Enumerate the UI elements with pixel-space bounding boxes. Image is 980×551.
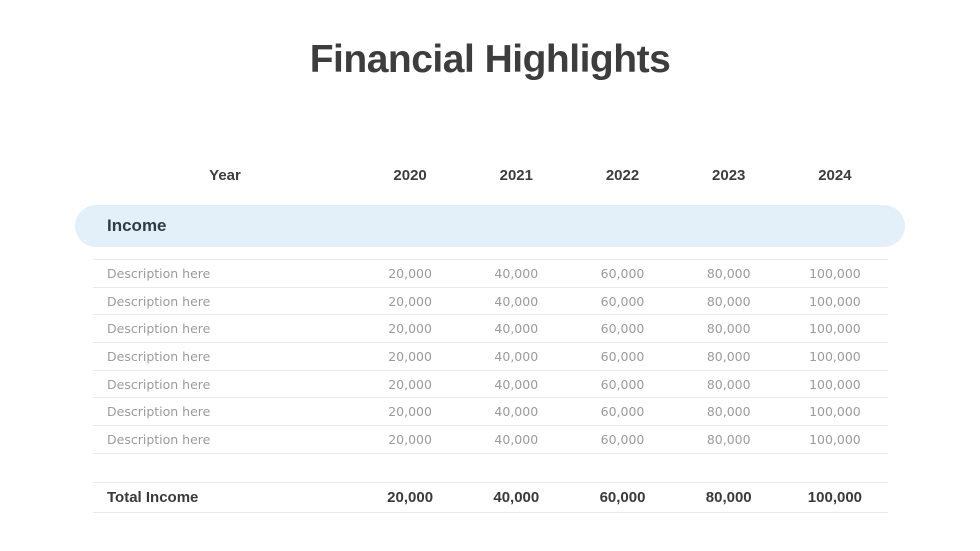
total-income-label: Total Income (107, 489, 199, 506)
table-body: Description here 20,000 40,000 60,000 80… (93, 259, 888, 454)
total-income-row: Total Income 20,000 40,000 60,000 80,000… (93, 482, 888, 513)
table-row: Description here 20,000 40,000 60,000 80… (93, 369, 888, 398)
row-value: 60,000 (600, 431, 645, 447)
row-description: Description here (107, 431, 211, 447)
row-value: 60,000 (600, 376, 645, 392)
row-value: 100,000 (809, 293, 861, 309)
row-value: 60,000 (600, 348, 645, 364)
row-value: 60,000 (600, 404, 645, 420)
row-value: 20,000 (388, 404, 432, 420)
total-value-2020: 20,000 (387, 489, 434, 506)
row-value: 20,000 (388, 265, 432, 281)
row-value: 40,000 (494, 293, 539, 309)
row-value: 100,000 (809, 404, 861, 420)
year-column-header: Year (209, 166, 241, 184)
row-value: 100,000 (809, 348, 861, 364)
row-value: 20,000 (388, 431, 432, 447)
table-row: Description here 20,000 40,000 60,000 80… (93, 259, 888, 287)
total-value-2023: 80,000 (705, 489, 752, 506)
row-value: 20,000 (388, 348, 432, 364)
row-value: 60,000 (600, 265, 645, 281)
row-value: 40,000 (494, 404, 539, 420)
row-description: Description here (107, 376, 211, 392)
row-description: Description here (107, 348, 211, 364)
row-description: Description here (107, 321, 211, 337)
row-value: 40,000 (494, 348, 539, 364)
table-header-row: Year 2020 2021 2022 2023 2024 (93, 160, 888, 190)
row-value: 80,000 (706, 431, 751, 447)
row-value: 40,000 (494, 431, 539, 447)
row-value: 100,000 (809, 321, 861, 337)
total-value-2022: 60,000 (599, 489, 646, 506)
income-section-label: Income (107, 216, 167, 235)
row-value: 80,000 (706, 404, 751, 420)
income-section-header: Income (75, 205, 905, 247)
total-value-2024: 100,000 (807, 489, 863, 506)
row-description: Description here (107, 404, 211, 420)
row-value: 20,000 (388, 293, 432, 309)
table-row: Description here 20,000 40,000 60,000 80… (93, 286, 888, 315)
row-value: 80,000 (706, 265, 751, 281)
row-value: 80,000 (706, 293, 751, 309)
row-value: 80,000 (706, 348, 751, 364)
row-value: 100,000 (809, 265, 861, 281)
table-row: Description here 20,000 40,000 60,000 80… (93, 425, 888, 453)
year-column-2023: 2023 (712, 166, 746, 184)
row-value: 80,000 (706, 376, 751, 392)
row-description: Description here (107, 265, 211, 281)
year-column-2024: 2024 (818, 166, 852, 184)
row-value: 20,000 (388, 321, 432, 337)
year-column-2020: 2020 (393, 166, 427, 184)
table-row: Description here 20,000 40,000 60,000 80… (93, 397, 888, 425)
table-row: Description here 20,000 40,000 60,000 80… (93, 314, 888, 342)
row-value: 60,000 (600, 293, 645, 309)
row-value: 60,000 (600, 321, 645, 337)
row-value: 100,000 (809, 431, 861, 447)
total-value-2021: 40,000 (493, 489, 540, 506)
row-description: Description here (107, 293, 211, 309)
row-value: 40,000 (494, 321, 539, 337)
table-row: Description here 20,000 40,000 60,000 80… (93, 342, 888, 370)
row-value: 100,000 (809, 376, 861, 392)
row-value: 40,000 (494, 376, 539, 392)
row-value: 40,000 (494, 265, 539, 281)
row-value: 80,000 (706, 321, 751, 337)
page-title: Financial Highlights (309, 38, 671, 81)
year-column-2022: 2022 (605, 166, 640, 184)
row-value: 20,000 (388, 376, 432, 392)
year-column-2021: 2021 (499, 166, 533, 184)
